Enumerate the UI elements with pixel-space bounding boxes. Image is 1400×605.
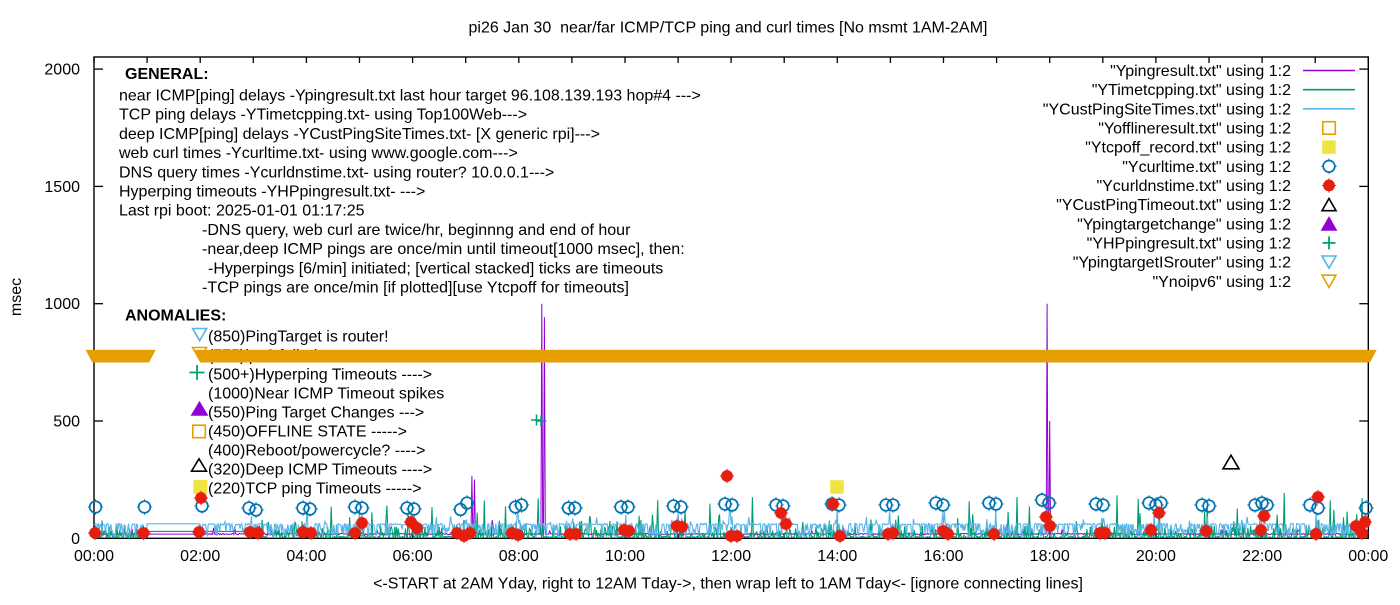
svg-text:22:00: 22:00 [1242,548,1282,565]
svg-text:12:00: 12:00 [711,548,751,565]
svg-text:-Hyperpings [6/min] initiated;: -Hyperpings [6/min] initiated; [vertical… [208,261,663,278]
svg-text:GENERAL:: GENERAL: [125,66,209,83]
svg-text:TCP ping delays -YTimetcpping.: TCP ping delays -YTimetcpping.txt- using… [119,107,527,124]
svg-text:(450)OFFLINE STATE ----->: (450)OFFLINE STATE -----> [208,424,407,441]
svg-text:"Ypingtargetchange" using 1:2: "Ypingtargetchange" using 1:2 [1077,216,1291,233]
svg-text:-DNS query, web curl are twice: -DNS query, web curl are twice/hr, begin… [202,222,631,239]
svg-text:06:00: 06:00 [393,548,433,565]
svg-text:"YHPpingresult.txt" using 1:2: "YHPpingresult.txt" using 1:2 [1087,235,1291,252]
svg-text:0: 0 [71,531,80,548]
svg-text:"Ytcpoff_record.txt" using 1:2: "Ytcpoff_record.txt" using 1:2 [1085,140,1291,157]
svg-text:1000: 1000 [44,296,80,313]
svg-text:near ICMP[ping] delays -Ypingr: near ICMP[ping] delays -Ypingresult.txt … [119,88,701,105]
svg-text:-TCP pings are once/min [if pl: -TCP pings are once/min [if plotted][use… [202,280,629,297]
svg-text:(1000)Near ICMP Timeout spikes: (1000)Near ICMP Timeout spikes [208,385,444,402]
svg-text:02:00: 02:00 [180,548,220,565]
svg-text:10:00: 10:00 [605,548,645,565]
svg-text:"Ynoipv6" using 1:2: "Ynoipv6" using 1:2 [1152,274,1291,291]
svg-text:Hyperping timeouts -YHPpingres: Hyperping timeouts -YHPpingresult.txt- -… [119,184,425,201]
svg-text:1500: 1500 [44,179,80,196]
svg-text:18:00: 18:00 [1030,548,1070,565]
svg-text:"YpingtargetISrouter" using 1:: "YpingtargetISrouter" using 1:2 [1073,255,1291,272]
svg-text:(220)TCP ping Timeouts ----->: (220)TCP ping Timeouts -----> [208,481,422,498]
svg-text:-near,deep ICMP pings are once: -near,deep ICMP pings are once/min until… [202,241,685,258]
svg-text:"Ycurltime.txt" using 1:2: "Ycurltime.txt" using 1:2 [1122,159,1291,176]
svg-text:16:00: 16:00 [923,548,963,565]
svg-text:"YTimetcpping.txt" using 1:2: "YTimetcpping.txt" using 1:2 [1092,82,1291,99]
svg-text:"YCustPingSiteTimes.txt" using: "YCustPingSiteTimes.txt" using 1:2 [1043,101,1291,118]
svg-text:(850)PingTarget is router!: (850)PingTarget is router! [208,328,389,345]
svg-text:DNS query times -Ycurldnstime.: DNS query times -Ycurldnstime.txt- using… [119,165,554,182]
svg-text:(320)Deep ICMP Timeouts ---->: (320)Deep ICMP Timeouts ----> [208,462,432,479]
svg-text:20:00: 20:00 [1136,548,1176,565]
svg-text:(400)Reboot/powercycle? ---->: (400)Reboot/powercycle? ----> [208,443,425,460]
svg-text:"Ypingresult.txt" using 1:2: "Ypingresult.txt" using 1:2 [1110,63,1291,80]
svg-text:web curl times -Ycurltime.txt-: web curl times -Ycurltime.txt- using www… [118,145,518,162]
svg-text:500: 500 [53,414,80,431]
svg-text:pi26 Jan 30 near/far ICMP/TCP: pi26 Jan 30 near/far ICMP/TCP ping and c… [468,20,987,37]
svg-text:"Yofflineresult.txt" using 1:2: "Yofflineresult.txt" using 1:2 [1098,121,1291,138]
svg-text:deep ICMP[ping] delays -YCustP: deep ICMP[ping] delays -YCustPingSiteTim… [119,126,600,143]
svg-text:00:00: 00:00 [74,548,114,565]
svg-text:<-START at 2AM Yday, right to: <-START at 2AM Yday, right to 12AM Tday-… [373,576,1083,593]
svg-text:08:00: 08:00 [499,548,539,565]
svg-text:msec: msec [8,278,25,316]
svg-text:14:00: 14:00 [817,548,857,565]
svg-text:Last rpi boot: 2025-01-01 01:1: Last rpi boot: 2025-01-01 01:17:25 [119,203,365,220]
svg-text:2000: 2000 [44,62,80,79]
svg-text:"YCustPingTimeout.txt" using 1: "YCustPingTimeout.txt" using 1:2 [1056,197,1291,214]
svg-text:04:00: 04:00 [286,548,326,565]
svg-text:(550)Ping Target Changes --->: (550)Ping Target Changes ---> [208,404,424,421]
svg-text:"Ycurldnstime.txt" using 1:2: "Ycurldnstime.txt" using 1:2 [1096,178,1291,195]
svg-text:00:00: 00:00 [1348,548,1388,565]
svg-text:ANOMALIES:: ANOMALIES: [125,308,226,325]
svg-text:(500+)Hyperping Timeouts ---->: (500+)Hyperping Timeouts ----> [208,366,432,383]
